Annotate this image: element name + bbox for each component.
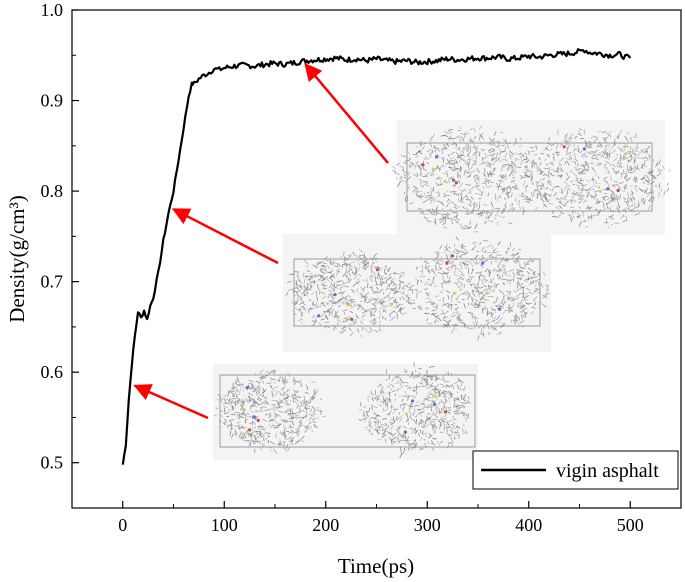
arrow-initial-state [133, 384, 209, 420]
x-axis-title: Time(ps) [338, 554, 414, 578]
x-tick-label: 500 [617, 515, 644, 535]
x-tick-label: 200 [312, 515, 339, 535]
y-tick-label: 0.6 [41, 362, 64, 382]
x-tick-label: 300 [414, 515, 441, 535]
legend: vigin asphalt [472, 450, 679, 490]
inset-initial-state [213, 362, 478, 460]
series-line-vigin-asphalt [121, 48, 632, 465]
arrow-compressing-state [171, 208, 279, 265]
y-tick-label: 0.8 [41, 181, 64, 201]
x-tick-label: 400 [515, 515, 542, 535]
y-tick-label: 1.0 [41, 0, 64, 20]
inset-compressing-state [283, 234, 551, 352]
x-tick-label: 0 [118, 515, 127, 535]
axis-ticks [71, 9, 682, 509]
inset-equilibrium-state [392, 120, 671, 235]
x-tick-label: 100 [211, 515, 238, 535]
y-tick-label: 0.9 [41, 91, 64, 111]
y-axis-title: Density(g/cm³) [5, 195, 29, 323]
y-tick-label: 0.5 [41, 453, 64, 473]
legend-label: vigin asphalt [556, 460, 659, 482]
y-tick-label: 0.7 [41, 272, 64, 292]
axis-tick-labels: 0 100 200 300 400 500 0.5 0.6 0.7 0.8 0.9 1.0 [41, 0, 644, 535]
arrow-equilibrium-state [304, 62, 389, 164]
